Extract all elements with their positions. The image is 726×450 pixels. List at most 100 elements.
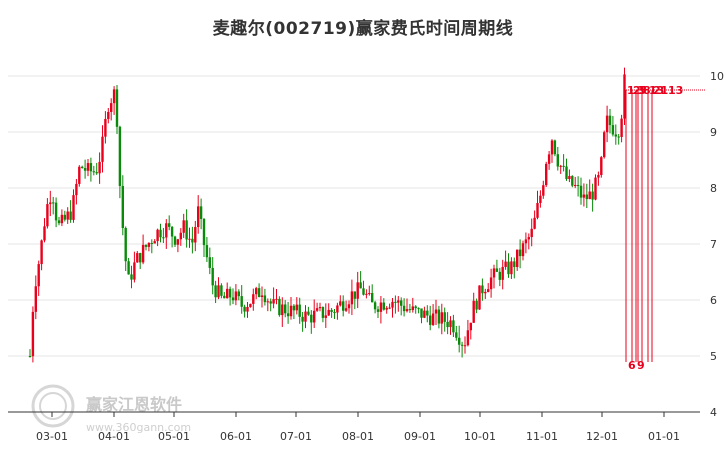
x-tick-label-6: 09-01	[404, 430, 436, 443]
candle-body-129	[402, 305, 406, 312]
candle-body-139	[431, 313, 435, 325]
candle-body-134	[417, 308, 420, 310]
candlestick-series	[28, 67, 626, 363]
x-tick-label-2: 05-01	[158, 430, 190, 443]
fib-label-0: 1	[627, 84, 635, 97]
candle-body-122	[382, 302, 385, 310]
candle-body-72	[237, 291, 240, 297]
candle-body-30	[115, 89, 119, 127]
candle-body-150	[463, 345, 467, 347]
candle-body-191	[582, 194, 586, 198]
candle-body-158	[487, 289, 490, 292]
y-tick-label-0: 4	[710, 406, 717, 419]
candle-body-170	[521, 243, 525, 257]
candle-body-75	[246, 306, 249, 312]
x-tick-label-10: 01-01	[648, 430, 680, 443]
candle-body-24	[98, 161, 101, 174]
candle-body-21	[89, 163, 93, 172]
y-tick-label-2: 6	[710, 294, 717, 307]
candle-body-10	[57, 220, 61, 224]
candle-body-123	[385, 307, 388, 310]
candle-body-188	[574, 184, 577, 186]
candle-body-2	[34, 286, 37, 312]
candle-body-98	[313, 310, 316, 323]
candle-body-60	[202, 218, 206, 246]
candle-body-76	[249, 303, 252, 307]
candle-body-204	[620, 118, 623, 137]
candle-body-42	[150, 242, 153, 244]
candle-body-193	[588, 191, 591, 200]
candle-body-48	[168, 223, 171, 227]
candle-body-56	[191, 238, 194, 243]
candle-body-67	[223, 295, 226, 299]
candle-body-65	[217, 285, 220, 298]
candle-body-107	[339, 301, 342, 306]
candle-body-58	[197, 206, 200, 228]
fib-label-2: 3	[637, 84, 645, 97]
candle-body-1	[31, 311, 35, 357]
candle-body-45	[159, 229, 162, 238]
candle-body-186	[568, 176, 571, 180]
candle-body-87	[281, 304, 284, 316]
candle-body-78	[255, 288, 258, 295]
candle-body-23	[95, 172, 98, 174]
candle-body-168	[516, 249, 519, 268]
x-tick-label-1: 04-01	[98, 430, 130, 443]
candle-body-6	[46, 204, 49, 227]
candle-body-64	[214, 285, 217, 298]
candle-body-185	[565, 166, 568, 180]
candle-body-96	[307, 311, 310, 315]
fib-top-label: 13	[668, 84, 683, 97]
candle-body-73	[240, 296, 243, 307]
candle-body-38	[139, 253, 142, 263]
y-tick-label-3: 7	[710, 238, 717, 251]
candle-body-55	[188, 238, 191, 240]
candle-body-138	[429, 315, 432, 325]
candle-body-174	[533, 217, 536, 229]
candle-body-132	[411, 306, 414, 311]
candle-body-50	[173, 236, 177, 245]
candle-body-77	[252, 294, 255, 304]
candle-body-189	[576, 184, 580, 186]
x-axis-ticks: 03-01 04-01 05-01 06-01 07-01 08-01 09-01 10-01…	[36, 412, 680, 443]
candle-body-93	[298, 304, 301, 317]
fib-label-6: 21	[653, 84, 668, 97]
x-tick-label-0: 03-01	[36, 430, 68, 443]
candle-body-155	[478, 285, 481, 310]
candle-body-92	[295, 304, 298, 311]
candle-body-109	[344, 308, 348, 311]
candle-body-143	[443, 312, 446, 322]
candle-body-176	[539, 195, 542, 204]
candle-body-187	[571, 176, 574, 186]
candle-body-145	[449, 320, 452, 328]
candle-body-198	[603, 132, 606, 158]
candle-body-91	[292, 305, 296, 311]
candle-body-178	[545, 163, 548, 186]
grid-lines	[8, 75, 700, 357]
candle-body-169	[518, 249, 522, 257]
candle-body-179	[547, 154, 551, 164]
candle-body-153	[472, 300, 475, 323]
candle-body-157	[484, 291, 487, 294]
candle-body-28	[110, 103, 113, 112]
candle-body-37	[136, 253, 139, 263]
candle-body-136	[423, 310, 426, 318]
fib-bottom-label-0: 6	[628, 359, 636, 372]
candle-body-61	[205, 245, 209, 258]
candle-body-114	[359, 282, 362, 289]
candle-body-59	[199, 206, 203, 219]
candle-body-156	[481, 285, 484, 294]
candle-body-68	[226, 288, 229, 299]
candle-body-177	[542, 185, 545, 196]
candle-body-83	[269, 301, 272, 304]
candle-body-167	[513, 261, 516, 268]
candle-body-111	[350, 291, 354, 305]
candle-body-14	[69, 211, 72, 220]
candle-body-137	[426, 310, 429, 316]
candle-body-69	[228, 288, 232, 298]
candle-body-85	[275, 298, 278, 300]
candle-body-7	[49, 202, 52, 205]
candle-body-15	[72, 195, 75, 220]
candle-body-113	[356, 282, 359, 299]
candle-body-0	[28, 356, 32, 357]
